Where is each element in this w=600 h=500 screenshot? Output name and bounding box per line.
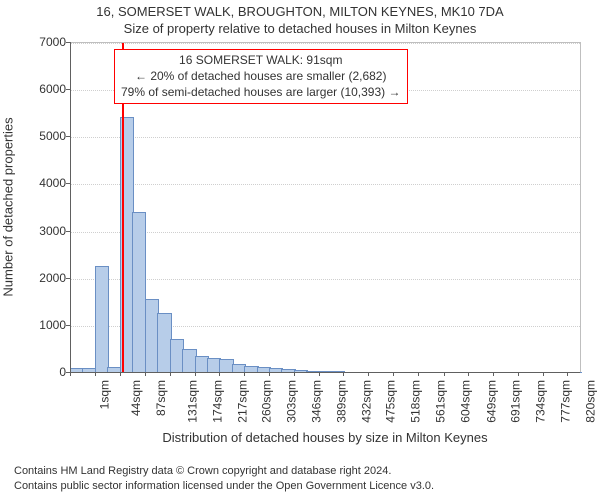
- gridline: [70, 279, 580, 280]
- chart-container: 16, SOMERSET WALK, BROUGHTON, MILTON KEY…: [0, 0, 600, 500]
- ytick-mark: [66, 42, 70, 43]
- ytick-mark: [66, 231, 70, 232]
- annotation-line3: 79% of semi-detached houses are larger (…: [121, 84, 401, 100]
- histogram-bar: [95, 266, 109, 373]
- footer-line1: Contains HM Land Registry data © Crown c…: [14, 464, 434, 479]
- plot-area: 16 SOMERSET WALK: 91sqm ← 20% of detache…: [70, 42, 581, 373]
- xtick-mark: [518, 372, 519, 376]
- marker-annotation: 16 SOMERSET WALK: 91sqm ← 20% of detache…: [114, 49, 408, 104]
- xtick-mark: [195, 372, 196, 376]
- xtick-mark: [343, 372, 344, 376]
- xtick-label: 131sqm: [186, 380, 200, 423]
- y-axis: [70, 42, 71, 372]
- xtick-mark: [219, 372, 220, 376]
- xtick-label: 734sqm: [534, 380, 548, 423]
- ytick-mark: [66, 136, 70, 137]
- ytick-label: 2000: [16, 271, 66, 285]
- xtick-label: 604sqm: [459, 380, 473, 423]
- xtick-label: 1sqm: [97, 380, 111, 409]
- xtick-label: 389sqm: [335, 380, 349, 423]
- xtick-label: 87sqm: [154, 380, 168, 416]
- gridline: [70, 43, 580, 44]
- xtick-label: 260sqm: [260, 380, 274, 423]
- ytick-mark: [66, 325, 70, 326]
- xtick-mark: [120, 372, 121, 376]
- annotation-line2: ← 20% of detached houses are smaller (2,…: [121, 68, 401, 84]
- xtick-mark: [368, 372, 369, 376]
- xtick-mark: [294, 372, 295, 376]
- chart-title: 16, SOMERSET WALK, BROUGHTON, MILTON KEY…: [0, 4, 600, 19]
- x-axis-label: Distribution of detached houses by size …: [70, 430, 580, 445]
- xtick-label: 217sqm: [235, 380, 249, 423]
- xtick-label: 475sqm: [384, 380, 398, 423]
- ytick-mark: [66, 89, 70, 90]
- xtick-label: 432sqm: [359, 380, 373, 423]
- xtick-mark: [543, 372, 544, 376]
- xtick-mark: [244, 372, 245, 376]
- gridline: [70, 137, 580, 138]
- xtick-mark: [269, 372, 270, 376]
- ytick-label: 4000: [16, 176, 66, 190]
- xtick-label: 691sqm: [509, 380, 523, 423]
- ytick-mark: [66, 278, 70, 279]
- xtick-mark: [393, 372, 394, 376]
- footer-attribution: Contains HM Land Registry data © Crown c…: [14, 464, 434, 494]
- x-axis: [70, 372, 580, 373]
- ytick-mark: [66, 183, 70, 184]
- ytick-label: 5000: [16, 129, 66, 143]
- gridline: [70, 232, 580, 233]
- xtick-label: 518sqm: [409, 380, 423, 423]
- xtick-label: 777sqm: [558, 380, 572, 423]
- xtick-mark: [145, 372, 146, 376]
- ytick-label: 0: [16, 365, 66, 379]
- y-axis-label: Number of detached properties: [1, 117, 16, 296]
- xtick-label: 174sqm: [211, 380, 225, 423]
- xtick-label: 561sqm: [434, 380, 448, 423]
- ytick-label: 7000: [16, 35, 66, 49]
- ytick-label: 6000: [16, 82, 66, 96]
- xtick-label: 346sqm: [310, 380, 324, 423]
- xtick-label: 303sqm: [285, 380, 299, 423]
- footer-line2: Contains public sector information licen…: [14, 479, 434, 494]
- xtick-label: 44sqm: [129, 380, 143, 416]
- xtick-label: 649sqm: [485, 380, 499, 423]
- xtick-mark: [418, 372, 419, 376]
- xtick-mark: [70, 372, 71, 376]
- xtick-mark: [444, 372, 445, 376]
- xtick-mark: [95, 372, 96, 376]
- xtick-mark: [319, 372, 320, 376]
- ytick-label: 3000: [16, 224, 66, 238]
- xtick-label: 820sqm: [583, 380, 597, 423]
- xtick-mark: [567, 372, 568, 376]
- gridline: [70, 184, 580, 185]
- annotation-line1: 16 SOMERSET WALK: 91sqm: [121, 52, 401, 68]
- ytick-label: 1000: [16, 318, 66, 332]
- xtick-mark: [170, 372, 171, 376]
- chart-subtitle: Size of property relative to detached ho…: [0, 21, 600, 36]
- xtick-mark: [493, 372, 494, 376]
- xtick-mark: [468, 372, 469, 376]
